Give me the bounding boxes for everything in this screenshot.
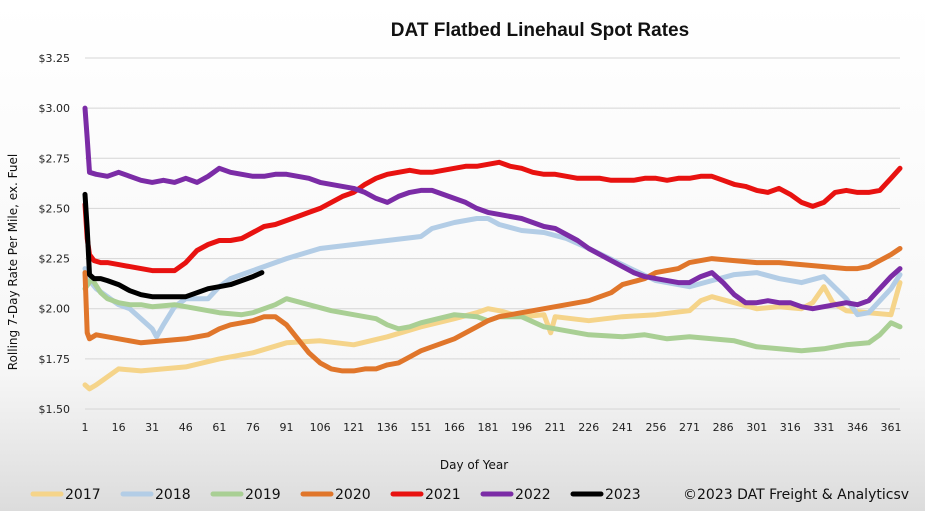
y-axis-label: Rolling 7-Day Rate Per Mile, ex. Fuel [6, 154, 20, 370]
y-tick-label: $2.25 [39, 253, 71, 266]
legend-label-2017: 2017 [65, 487, 101, 503]
x-tick-label: 286 [713, 421, 734, 434]
legend-label-2021: 2021 [425, 487, 461, 503]
x-tick-label: 1 [82, 421, 89, 434]
x-tick-label: 271 [679, 421, 700, 434]
series-line-2023 [82, 191, 265, 300]
y-tick-label: $2.00 [39, 303, 71, 316]
x-tick-label: 226 [578, 421, 599, 434]
x-tick-label: 196 [511, 421, 532, 434]
legend: 2017 2018 2019 2020 2021 2022 2023 [30, 487, 641, 503]
legend-label-2018: 2018 [155, 487, 191, 503]
x-tick-label: 136 [377, 421, 398, 434]
x-tick-label: 301 [746, 421, 767, 434]
x-tick-label: 151 [410, 421, 431, 434]
x-axis-label: Day of Year [440, 458, 508, 472]
x-tick-label: 106 [310, 421, 331, 434]
y-tick-label: $1.50 [39, 403, 71, 416]
x-tick-label: 31 [145, 421, 159, 434]
y-axis-ticks: $1.50 $1.75 $2.00 $2.25 $2.50 $2.75 $3.00 $3.25 [39, 52, 71, 416]
x-tick-label: 61 [212, 421, 226, 434]
x-tick-label: 331 [813, 421, 834, 434]
x-axis-ticks: 1 16 31 46 61 76 91 106 121 136 151 166 181 196 211 226… [82, 421, 902, 434]
x-tick-label: 91 [280, 421, 294, 434]
series-lines [82, 105, 903, 392]
x-tick-label: 121 [343, 421, 364, 434]
series-line-2022 [82, 105, 903, 312]
x-tick-label: 241 [612, 421, 633, 434]
x-tick-label: 361 [881, 421, 902, 434]
series-line-2018 [82, 216, 903, 340]
y-tick-label: $3.00 [39, 102, 71, 115]
x-tick-label: 346 [847, 421, 868, 434]
x-tick-label: 46 [179, 421, 193, 434]
chart-title: DAT Flatbed Linehaul Spot Rates [391, 20, 689, 41]
series-line-2021 [82, 159, 903, 274]
x-tick-label: 256 [645, 421, 666, 434]
legend-label-2019: 2019 [245, 487, 281, 503]
series-line-2019 [82, 276, 903, 354]
x-tick-label: 16 [112, 421, 126, 434]
y-tick-label: $2.75 [39, 152, 71, 165]
x-tick-label: 166 [444, 421, 465, 434]
x-tick-label: 181 [478, 421, 499, 434]
x-tick-label: 211 [545, 421, 566, 434]
x-tick-label: 316 [780, 421, 801, 434]
series-line-2020 [82, 246, 903, 374]
copyright-note: ©2023 DAT Freight & Analyticsv [683, 487, 909, 503]
legend-label-2022: 2022 [515, 487, 551, 503]
y-tick-label: $1.75 [39, 353, 71, 366]
y-tick-label: $2.50 [39, 202, 71, 215]
x-tick-label: 76 [246, 421, 260, 434]
y-tick-label: $3.25 [39, 52, 71, 65]
legend-label-2020: 2020 [335, 487, 371, 503]
legend-label-2023: 2023 [605, 487, 641, 503]
